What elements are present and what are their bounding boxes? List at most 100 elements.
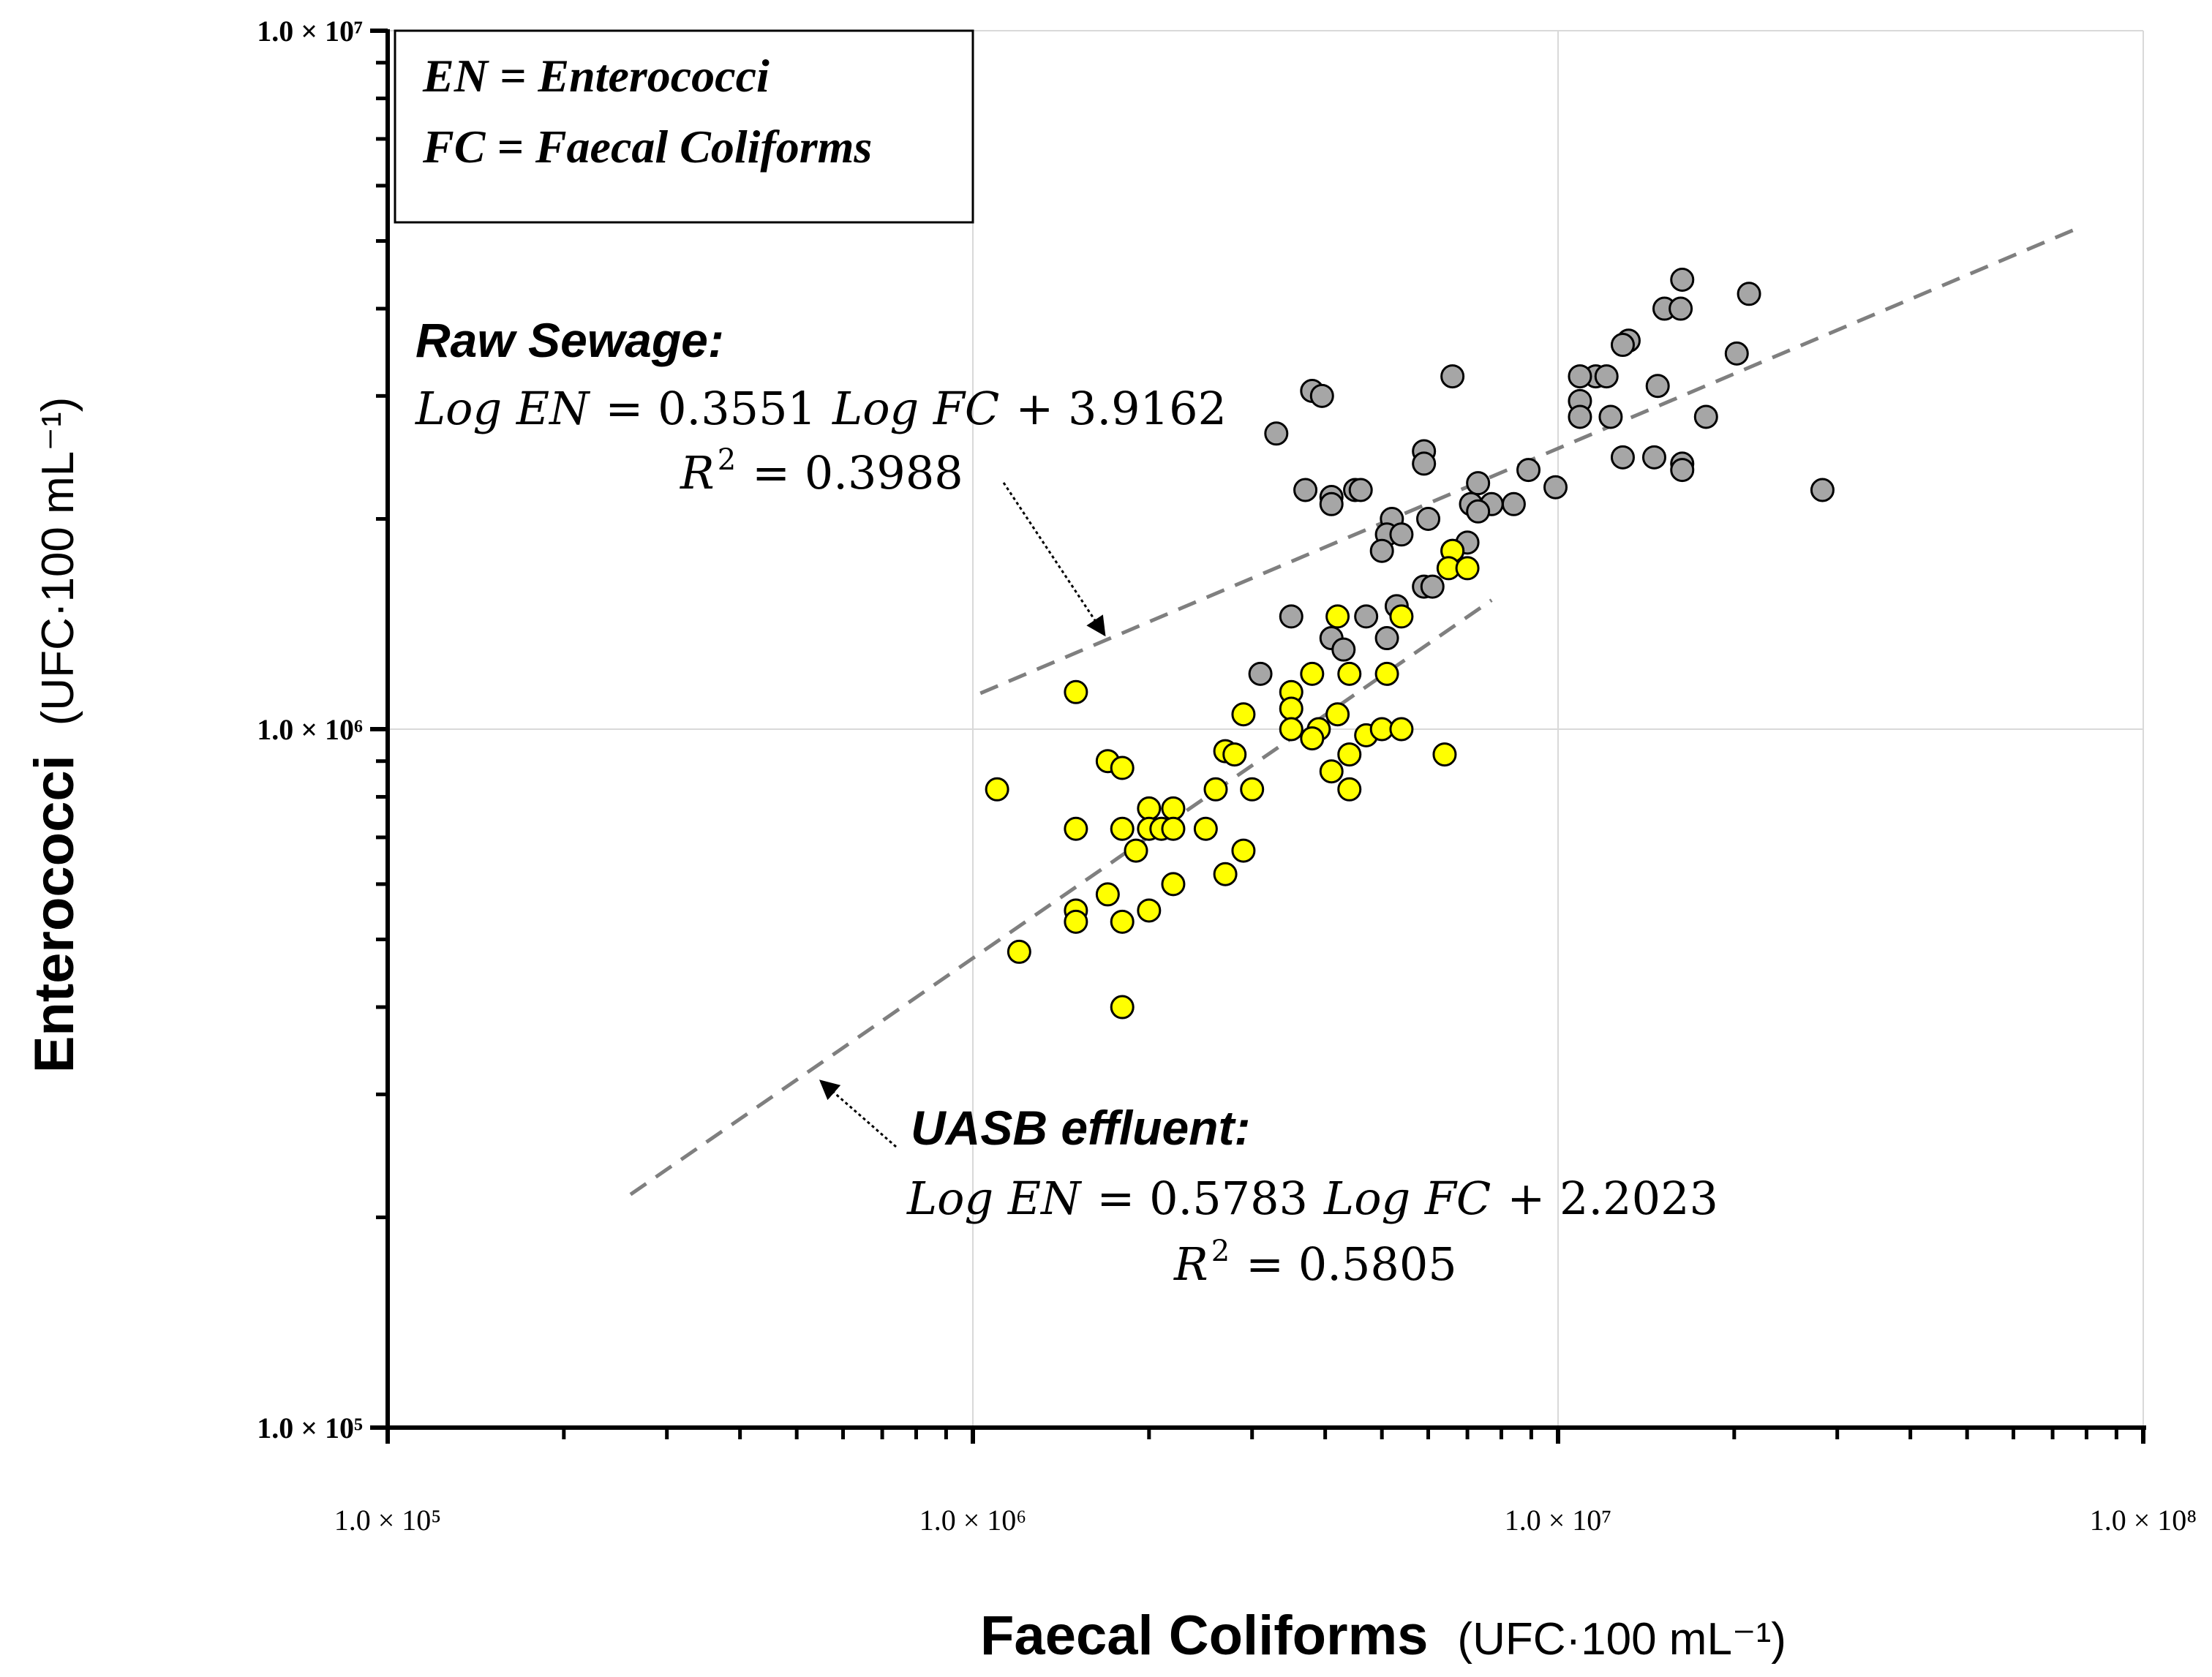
point-raw-sewage [1420,574,1445,599]
point-raw-sewage [1264,421,1289,446]
r2-lhs: R [680,446,715,500]
point-uasb-effluent [985,777,1009,802]
point-uasb-effluent [1300,661,1325,686]
r2-exp: 2 [718,443,736,477]
point-raw-sewage [1416,507,1441,532]
point-uasb-effluent [1161,796,1186,821]
y-tick-label: 1.0 × 10⁷ [257,15,363,48]
point-raw-sewage [1543,475,1568,500]
point-raw-sewage [1610,333,1635,358]
point-raw-sewage [1466,471,1491,496]
point-raw-sewage [1568,364,1592,389]
eq-eq: = 0.5783 [1096,1172,1308,1225]
y-tick-label: 1.0 × 10⁶ [257,713,363,746]
y-axis-title-text: Enterococci [23,755,86,1073]
point-raw-sewage [1501,491,1526,516]
point-raw-sewage [1810,478,1835,502]
point-uasb-effluent [1319,759,1344,784]
annotation-uasb-arrow [819,1079,897,1148]
point-layer [985,268,1835,1020]
x-axis-unit: (UFC·100 mL⁻¹) [1457,1614,1786,1665]
point-raw-sewage [1354,604,1379,629]
point-raw-sewage [1369,538,1394,563]
eq-tail: + 3.9162 [1015,382,1227,435]
point-uasb-effluent [1110,816,1135,841]
point-raw-sewage [1309,383,1334,408]
point-raw-sewage [1412,451,1437,476]
point-raw-sewage [1279,604,1304,629]
r2-val: = 0.3988 [752,446,963,500]
point-raw-sewage [1389,522,1414,547]
grid-layer [388,30,2144,1428]
legend-line-en: EN = Enterococci [422,50,770,102]
point-uasb-effluent [1222,742,1247,767]
point-uasb-effluent [1137,898,1162,923]
y-axis-unit: (UFC·100 mL⁻¹) [33,397,83,726]
annotation-raw-r2: R 2 = 0.3988 [680,443,963,500]
point-uasb-effluent [1374,661,1399,686]
point-raw-sewage [1374,626,1399,651]
point-raw-sewage [1610,445,1635,470]
point-raw-sewage [1331,637,1356,662]
point-uasb-effluent [1337,777,1362,802]
annotation-uasb-equation: Log EN = 0.5783 Log FC + 2.2023 [906,1172,1718,1225]
point-uasb-effluent [1337,661,1362,686]
annotation-uasb-r2: R 2 = 0.5805 [1173,1235,1457,1291]
point-uasb-effluent [1213,862,1238,886]
eq-mid: Log FC [1323,1172,1491,1225]
point-raw-sewage [1516,458,1541,483]
point-raw-sewage [1724,341,1749,366]
point-uasb-effluent [1193,816,1218,841]
point-raw-sewage [1594,364,1619,389]
point-raw-sewage [1641,445,1666,470]
r2-exp: 2 [1211,1235,1230,1268]
annotation-raw-heading: Raw Sewage: [415,313,724,367]
point-uasb-effluent [1110,909,1135,934]
annotation-raw-arrow [1002,482,1106,637]
annotation-raw-sewage: Raw Sewage: Log EN = 0.3551 Log FC + 3.9… [415,313,1227,637]
point-uasb-effluent [1279,696,1304,721]
point-uasb-effluent [1064,679,1088,704]
point-uasb-effluent [1389,717,1414,742]
point-uasb-effluent [1231,702,1256,727]
point-uasb-effluent [1279,717,1304,742]
eq-lhs: Log EN [415,382,591,435]
point-raw-sewage [1737,282,1761,306]
point-raw-sewage [1319,491,1344,516]
legend: EN = Enterococci FC = Faecal Coliforms [394,29,974,224]
annotation-uasb-heading: UASB effluent: [911,1101,1250,1155]
eq-eq: = 0.3551 [605,382,816,435]
point-raw-sewage [1348,478,1373,502]
point-raw-sewage [1440,364,1465,389]
point-uasb-effluent [1325,604,1350,629]
point-uasb-effluent [1432,742,1457,767]
r2-lhs: R [1173,1237,1208,1291]
point-uasb-effluent [1161,816,1186,841]
x-axis-title-text: Faecal Coliforms [980,1605,1428,1667]
point-uasb-effluent [1389,604,1414,629]
x-tick-label: 1.0 × 10⁷ [1505,1504,1612,1537]
annotation-uasb: UASB effluent: Log EN = 0.5783 Log FC + … [819,1079,1718,1291]
point-raw-sewage [1248,661,1273,686]
axis-layer: 1.0 × 10⁵ 1.0 × 10⁶ 1.0 × 10⁷ 1.0 × 10⁸ 1.0 … [257,15,2197,1537]
point-raw-sewage [1693,404,1718,429]
point-uasb-effluent [1337,742,1362,767]
point-uasb-effluent [1137,796,1162,821]
point-raw-sewage [1598,404,1623,429]
y-tick-label: 1.0 × 10⁵ [257,1412,363,1444]
point-uasb-effluent [1240,777,1265,802]
point-uasb-effluent [1064,909,1088,934]
r2-val: = 0.5805 [1246,1237,1457,1291]
eq-mid: Log FC [832,382,999,435]
point-raw-sewage [1645,374,1670,399]
point-raw-sewage [1293,478,1318,502]
point-uasb-effluent [1203,777,1228,802]
point-uasb-effluent [1300,726,1325,751]
trendline-uasb-effluent [629,598,1493,1196]
eq-lhs: Log EN [906,1172,1083,1225]
x-tick-label: 1.0 × 10⁸ [2090,1504,2197,1537]
point-uasb-effluent [1007,939,1031,964]
point-uasb-effluent [1325,702,1350,727]
